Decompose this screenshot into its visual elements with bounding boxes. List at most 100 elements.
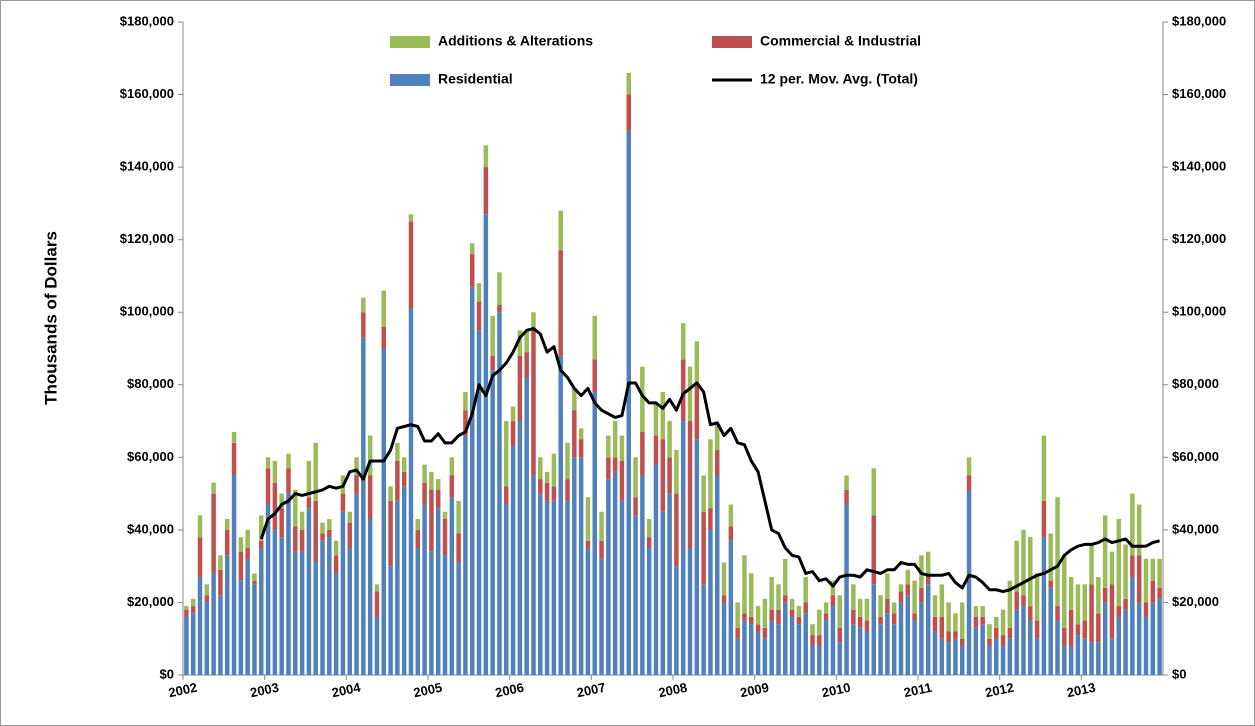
bar-segment xyxy=(912,620,917,675)
bar-segment xyxy=(959,645,965,675)
bar-segment xyxy=(306,460,312,498)
bar-segment xyxy=(197,577,203,675)
bar-segment xyxy=(721,602,727,675)
bar-segment xyxy=(293,551,298,675)
bar-segment xyxy=(354,475,359,494)
bar-segment xyxy=(1055,620,1060,675)
bar-segment xyxy=(606,457,611,480)
bar-segment xyxy=(395,442,400,461)
bar-segment xyxy=(1068,645,1074,675)
bar-segment xyxy=(871,468,877,516)
bar-segment xyxy=(190,598,196,607)
bar-segment xyxy=(667,457,672,494)
bar-segment xyxy=(286,453,291,469)
bar-segment xyxy=(524,352,529,378)
bar-segment xyxy=(891,613,897,625)
bar-segment xyxy=(585,548,591,675)
bar-segment xyxy=(633,515,638,675)
bar-segment xyxy=(231,475,237,675)
bar-segment xyxy=(313,562,318,675)
bar-segment xyxy=(388,486,393,501)
bar-segment xyxy=(565,479,570,501)
bar-segment xyxy=(510,446,516,675)
bar-segment xyxy=(190,606,196,614)
bar-segment xyxy=(395,460,400,501)
bar-segment xyxy=(714,475,720,675)
bar-segment xyxy=(558,210,563,251)
bar-segment xyxy=(293,526,298,552)
bar-segment xyxy=(640,431,645,476)
bar-segment xyxy=(1000,609,1006,636)
bar-segment xyxy=(1096,613,1101,643)
bar-segment xyxy=(694,341,700,385)
bar-segment xyxy=(197,537,203,578)
bar-segment xyxy=(994,627,999,639)
bar-segment xyxy=(442,511,448,520)
bar-segment xyxy=(510,406,516,422)
bar-segment xyxy=(1062,555,1067,628)
bar-segment xyxy=(565,500,570,675)
bar-segment xyxy=(1000,635,1006,646)
bar-segment xyxy=(422,504,427,675)
bar-segment xyxy=(1109,551,1115,585)
bar-segment xyxy=(830,595,836,607)
bar-segment xyxy=(381,290,387,327)
bar-segment xyxy=(218,555,223,570)
bar-segment xyxy=(442,519,448,556)
bar-segment xyxy=(544,500,550,675)
bar-segment xyxy=(857,627,863,675)
bar-segment xyxy=(891,602,897,614)
bar-segment xyxy=(721,562,727,596)
bar-segment xyxy=(980,616,985,625)
bar-segment xyxy=(1136,555,1142,603)
bar-segment xyxy=(708,439,713,509)
bar-segment xyxy=(1021,606,1026,675)
bar-segment xyxy=(231,431,237,443)
bar-segment xyxy=(415,519,421,530)
bar-segment xyxy=(830,606,836,675)
bar-segment xyxy=(401,486,407,675)
bar-segment xyxy=(755,624,761,632)
bar-segment xyxy=(551,500,557,675)
bar-segment xyxy=(925,573,931,585)
bar-segment xyxy=(252,584,257,675)
bar-segment xyxy=(864,620,870,632)
bar-segment xyxy=(531,475,536,675)
bar-segment xyxy=(435,479,441,490)
bar-segment xyxy=(197,515,203,538)
bar-segment xyxy=(1123,598,1128,610)
bar-segment xyxy=(612,421,618,458)
bar-segment xyxy=(456,500,461,534)
bar-segment xyxy=(367,475,373,520)
x-tick-label: 2006 xyxy=(494,680,525,701)
bar-segment xyxy=(578,439,584,458)
bar-segment xyxy=(531,330,536,476)
x-tick-label: 2012 xyxy=(984,680,1015,701)
bar-segment xyxy=(762,638,768,675)
legend-swatch xyxy=(390,74,430,86)
bar-segment xyxy=(367,519,373,675)
bar-segment xyxy=(333,540,339,556)
bar-segment xyxy=(1143,558,1149,603)
bar-segment xyxy=(1150,602,1156,675)
y-axis-title: Thousands of Dollars xyxy=(41,231,60,405)
bar-segment xyxy=(687,421,693,549)
bar-segment xyxy=(184,616,189,675)
bar-segment xyxy=(218,569,223,596)
bar-segment xyxy=(469,243,475,255)
bar-segment xyxy=(293,489,298,527)
y2-tick-label: $20,000 xyxy=(1172,594,1219,609)
bar-segment xyxy=(851,584,856,610)
bar-segment xyxy=(1136,602,1142,675)
bar-segment xyxy=(932,616,938,632)
bar-segment xyxy=(211,493,216,574)
bar-segment xyxy=(987,638,992,646)
bar-segment xyxy=(735,627,740,639)
bar-segment xyxy=(1109,638,1115,675)
bar-segment xyxy=(327,537,332,675)
y-tick-label: $120,000 xyxy=(120,231,174,246)
bar-segment xyxy=(408,214,414,222)
bar-segment xyxy=(1007,580,1013,628)
bar-segment xyxy=(749,624,754,675)
